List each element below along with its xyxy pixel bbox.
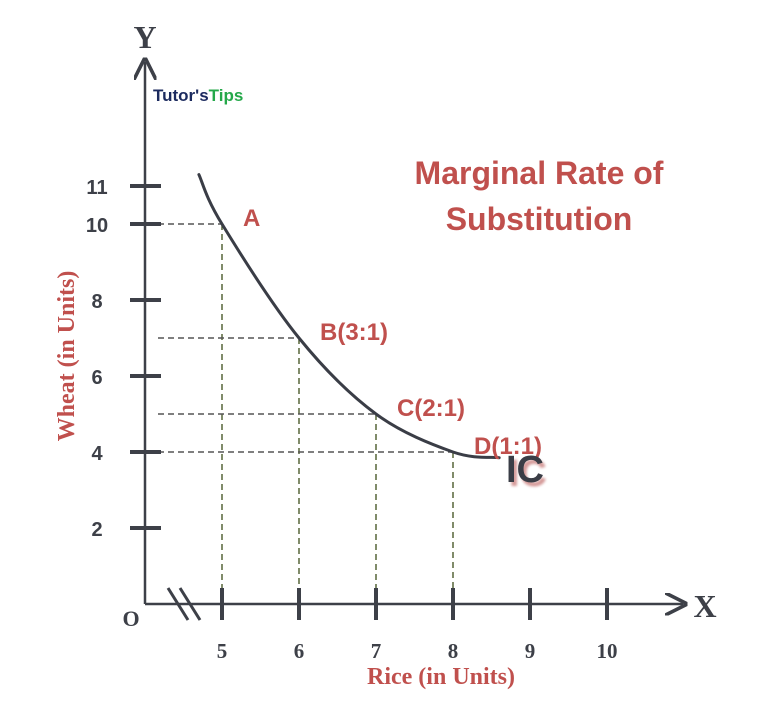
- ic-curve-label-shadow: IC: [509, 453, 547, 495]
- indifference-curve: [197, 173, 501, 460]
- x-tick-label-5: 5: [217, 639, 228, 663]
- ic-curve-label: IC: [506, 449, 544, 491]
- chart-title-line-1: Marginal Rate of: [415, 155, 664, 191]
- logo-text-part1: Tutor's: [153, 86, 209, 105]
- point-label-4: D(1:1): [474, 433, 542, 460]
- axis-break-stroke-2: [178, 587, 202, 621]
- y-tick-label-4: 4: [91, 443, 103, 465]
- origin-label: O: [122, 606, 139, 631]
- point-label-2: B(3:1): [320, 319, 388, 346]
- y-tick-label-8: 8: [91, 291, 102, 313]
- y-axis-ticks: 2 4 6 8 10 11: [86, 177, 161, 541]
- chart-title-line-2: Substitution: [446, 201, 633, 237]
- y-tick-label-11: 11: [86, 177, 107, 199]
- y-tick-label-6: 6: [91, 367, 102, 389]
- axis-break-stroke-1: [166, 587, 190, 621]
- x-tick-label-7: 7: [371, 639, 382, 663]
- x-axis-ticks: 5 6 7 8 9 10: [217, 588, 618, 663]
- x-tick-label-8: 8: [448, 639, 459, 663]
- x-axis-letter: X: [693, 588, 716, 624]
- point-label-1: A: [243, 205, 260, 232]
- x-tick-label-10: 10: [597, 639, 618, 663]
- y-tick-label-10: 10: [86, 215, 108, 237]
- axis-break-marks: [166, 587, 202, 621]
- x-tick-label-9: 9: [525, 639, 536, 663]
- x-tick-label-6: 6: [294, 639, 305, 663]
- point-label-3: C(2:1): [397, 395, 465, 422]
- y-axis-label: Wheat (in Units): [54, 271, 80, 442]
- curve-point-labels: A B(3:1) C(2:1) D(1:1): [243, 205, 542, 460]
- dashed-guides: [158, 223, 454, 590]
- x-axis-label: Rice (in Units): [367, 664, 515, 690]
- y-axis-letter: Y: [133, 19, 156, 55]
- y-tick-label-2: 2: [91, 519, 102, 541]
- brand-logo: Tutor'sTips: [153, 86, 243, 106]
- logo-text-part2: Tips: [208, 86, 244, 105]
